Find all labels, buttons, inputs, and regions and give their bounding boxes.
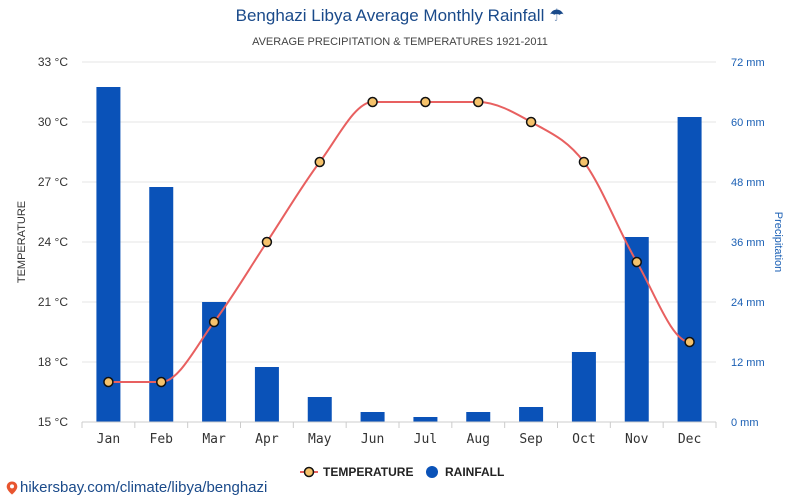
temperature-point-dec[interactable] <box>684 336 695 348</box>
rainfall-bar-sep[interactable] <box>519 407 544 422</box>
temperature-point-jul[interactable] <box>420 96 431 108</box>
x-tick-label: Jun <box>361 432 384 447</box>
grid-lines <box>82 61 716 423</box>
x-tick-label: Feb <box>150 432 174 447</box>
y-right-tick-label: 60 mm <box>731 117 765 129</box>
y-right-tick-label: 0 mm <box>731 417 759 429</box>
map-pin-icon <box>6 481 18 494</box>
y-left-tick-label: 24 °C <box>38 235 68 249</box>
y-right-tick-label: 12 mm <box>731 357 765 369</box>
y-left-tick-label: 18 °C <box>38 355 68 369</box>
legend-rainfall-label: RAINFALL <box>445 465 504 479</box>
x-tick-label: Jan <box>97 432 120 447</box>
temperature-point-jan[interactable] <box>103 376 114 388</box>
x-axis: Jan Feb Mar Apr May Jun Jul Aug Sep Oct Nov Dec <box>81 421 717 447</box>
y-right-tick-label: 72 mm <box>731 57 765 69</box>
temperature-point-may[interactable] <box>314 156 325 168</box>
rainfall-bar-dec[interactable] <box>677 117 702 422</box>
y-axis-right-label: Precipitation <box>772 212 784 273</box>
rainfall-bar-may[interactable] <box>307 397 332 422</box>
x-tick-label: Dec <box>678 432 701 447</box>
source-link-text[interactable]: hikersbay.com/climate/libya/benghazi <box>20 479 268 496</box>
legend-rainfall-marker <box>426 466 438 478</box>
y-left-tick-label: 21 °C <box>38 295 68 309</box>
temperature-point-apr[interactable] <box>261 236 273 248</box>
rainfall-bar-jun[interactable] <box>360 412 385 422</box>
legend[interactable]: TEMPERATURE RAINFALL <box>300 465 504 479</box>
chart-subtitle: AVERAGE PRECIPITATION & TEMPERATURES 192… <box>252 36 548 48</box>
y-right-tick-label: 36 mm <box>731 237 765 249</box>
legend-temperature-label: TEMPERATURE <box>323 465 413 479</box>
temperature-point-mar[interactable] <box>208 316 220 328</box>
rainfall-bar-jan[interactable] <box>96 87 121 422</box>
chart-title: Benghazi Libya Average Monthly Rainfall … <box>0 6 800 26</box>
temperature-point-nov[interactable] <box>631 256 642 268</box>
rainfall-bar-apr[interactable] <box>254 367 279 422</box>
y-left-tick-label: 33 °C <box>38 55 68 69</box>
y-axis-left-label: TEMPERATURE <box>16 201 28 283</box>
temperature-point-oct[interactable] <box>578 156 590 168</box>
x-tick-label: Jul <box>414 432 437 447</box>
x-tick-label: Oct <box>572 432 595 447</box>
rainfall-bars <box>96 87 702 422</box>
y-left-tick-label: 27 °C <box>38 175 68 189</box>
temperature-point-aug[interactable] <box>473 96 484 108</box>
x-tick-label: Sep <box>519 432 543 447</box>
legend-temperature-marker <box>303 466 315 478</box>
y-left-tick-label: 15 °C <box>38 415 68 429</box>
temperature-point-feb[interactable] <box>156 376 167 388</box>
y-left-tick-label: 30 °C <box>38 115 68 129</box>
legend-item-rainfall[interactable]: RAINFALL <box>426 465 504 479</box>
temperature-point-sep[interactable] <box>525 116 537 128</box>
legend-item-temperature[interactable]: TEMPERATURE <box>300 465 413 479</box>
x-tick-label: Mar <box>202 432 226 447</box>
y-axis-right: 72 mm 60 mm 48 mm 36 mm 24 mm 12 mm 0 mm <box>731 57 765 429</box>
x-tick-label: Nov <box>625 432 649 447</box>
rainfall-bar-oct[interactable] <box>571 352 596 422</box>
temperature-line <box>103 96 695 388</box>
x-tick-label: Apr <box>255 432 279 447</box>
temperature-point-jun[interactable] <box>367 96 378 108</box>
rainfall-bar-nov[interactable] <box>624 237 649 422</box>
umbrella-icon: ☂ <box>549 6 565 25</box>
rainfall-bar-jul[interactable] <box>413 417 438 422</box>
y-axis-left: 33 °C 30 °C 27 °C 24 °C 21 °C 18 °C 15 °C <box>38 55 68 429</box>
y-right-tick-label: 48 mm <box>731 177 765 189</box>
x-tick-label: May <box>308 432 332 447</box>
chart-title-text: Benghazi Libya Average Monthly Rainfall <box>235 6 545 25</box>
x-tick-label: Aug <box>467 432 490 447</box>
source-link[interactable]: hikersbay.com/climate/libya/benghazi <box>6 479 267 496</box>
rainfall-bar-aug[interactable] <box>466 412 491 422</box>
y-right-tick-label: 24 mm <box>731 297 765 309</box>
